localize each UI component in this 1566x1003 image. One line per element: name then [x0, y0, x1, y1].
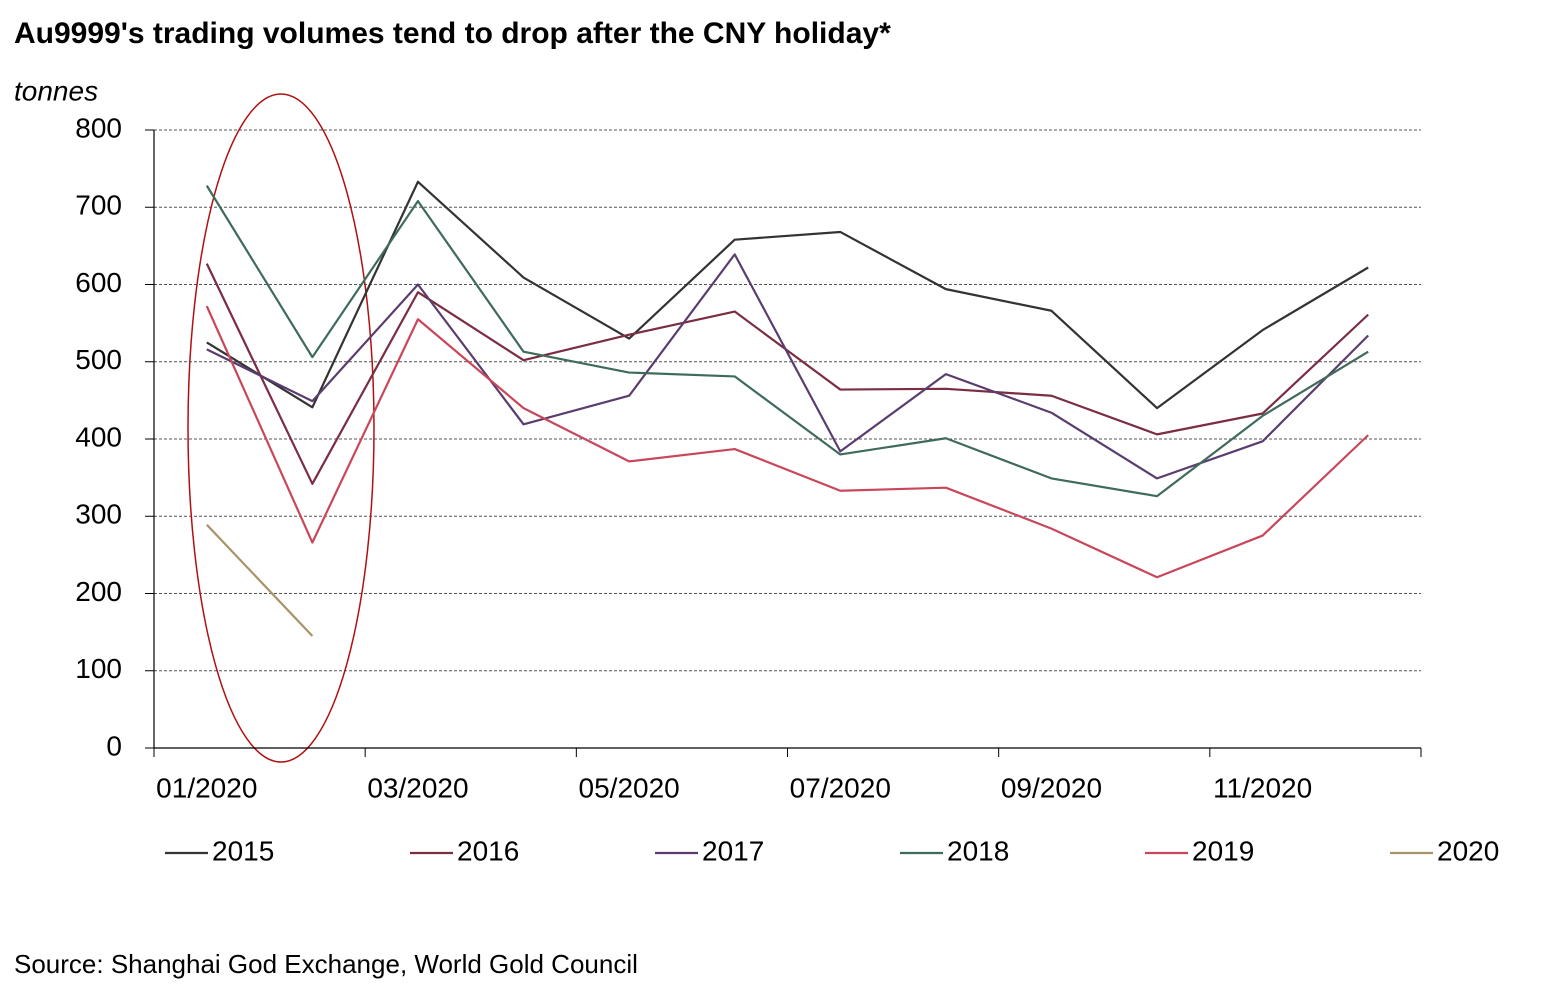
- x-tick-label: 11/2020: [1213, 772, 1312, 803]
- x-tick-label: 03/2020: [367, 772, 468, 803]
- series-line: [206, 253, 1369, 480]
- y-tick-label: 700: [75, 190, 122, 221]
- y-tick-label: 0: [106, 730, 122, 761]
- y-tick-label: 600: [75, 267, 122, 298]
- series-line: [206, 180, 1369, 410]
- y-axis-label: tonnes: [14, 75, 98, 106]
- y-tick-label: 400: [75, 421, 122, 452]
- y-tick-label: 800: [75, 112, 122, 143]
- legend-label: 2015: [212, 835, 274, 866]
- series-line: [205, 305, 1369, 579]
- series-line: [205, 185, 1369, 498]
- x-tick-label: 05/2020: [579, 772, 680, 803]
- chart-title: Au9999's trading volumes tend to drop af…: [14, 17, 891, 50]
- series-line: [205, 263, 1369, 485]
- highlight-ellipse: [187, 93, 375, 763]
- x-tick-label: 07/2020: [790, 772, 891, 803]
- x-tick-label: 01/2020: [156, 772, 257, 803]
- y-tick-label: 200: [75, 576, 122, 607]
- legend-label: 2017: [702, 835, 764, 866]
- x-tick-label: 09/2020: [1001, 772, 1102, 803]
- y-tick-label: 100: [75, 653, 122, 684]
- legend-label: 2018: [947, 835, 1009, 866]
- legend-label: 2016: [457, 835, 519, 866]
- source-note: Source: Shanghai God Exchange, World Gol…: [14, 949, 638, 979]
- y-tick-label: 500: [75, 344, 122, 375]
- legend-label: 2020: [1437, 835, 1499, 866]
- y-tick-label: 300: [75, 499, 122, 530]
- legend-label: 2019: [1192, 835, 1254, 866]
- series-line: [205, 523, 314, 637]
